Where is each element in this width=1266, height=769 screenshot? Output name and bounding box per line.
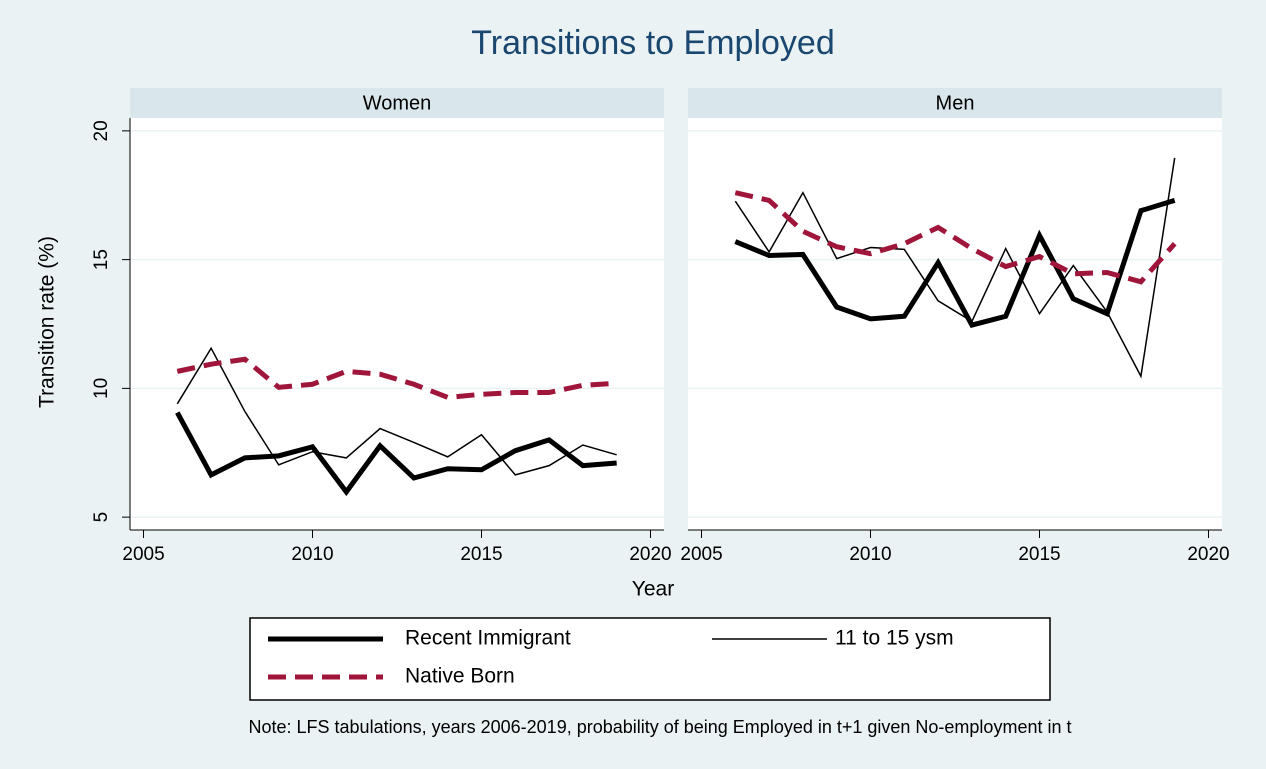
x-tick-label: 2020 [1187,544,1229,565]
chart-title: Transitions to Employed [471,24,834,62]
strip [688,88,1222,118]
x-tick-label: 2015 [460,544,502,565]
data-line [176,356,617,400]
strip [130,88,664,118]
x-tick-label: 2005 [122,544,164,565]
data-line [734,157,1176,379]
y-tick-label: 20 [91,120,112,141]
x-axis-label: Year [632,578,674,601]
y-tick-label: 5 [91,512,112,523]
data-line [175,411,617,497]
y-tick-label: 10 [91,378,112,399]
x-tick-label: 2010 [849,544,891,565]
y-axis-label: Transition rate (%) [36,236,59,408]
x-tick-label: 2015 [1018,544,1060,565]
data-line [176,346,617,476]
legend-label: Recent Immigrant [405,627,571,650]
y-tick-label: 15 [91,249,112,270]
data-line [734,190,1177,285]
data-line [734,198,1176,328]
x-tick-label: 2020 [629,544,671,565]
panel-title: Women [363,92,432,114]
plot-area [688,118,1222,530]
x-tick-label: 2005 [680,544,722,565]
x-tick-label: 2010 [291,544,333,565]
legend-label: Native Born [405,665,515,688]
panel-title: Men [936,92,975,114]
legend-label: 11 to 15 ysm [835,627,954,650]
note: Note: LFS tabulations, years 2006-2019, … [249,717,1072,737]
legend [249,617,1051,701]
